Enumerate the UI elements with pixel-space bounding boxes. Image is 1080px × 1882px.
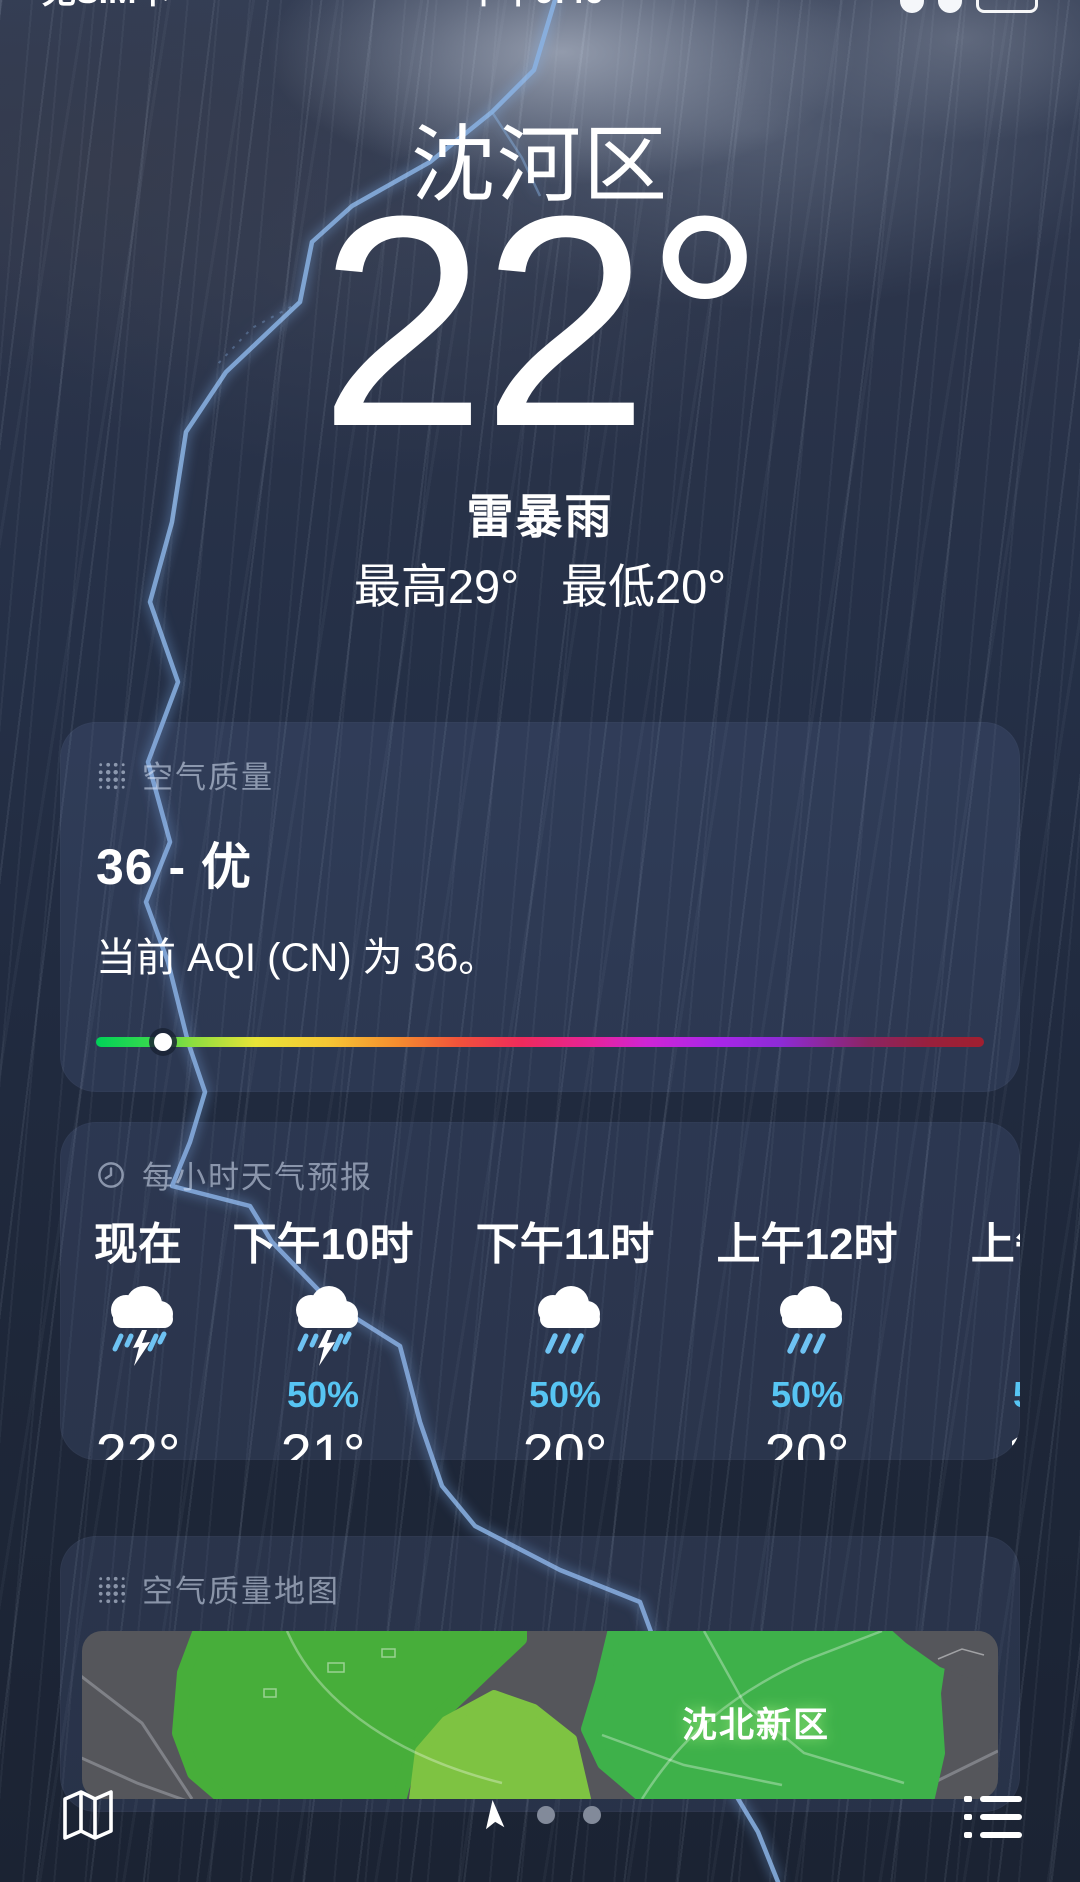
aqi-description: 当前 AQI (CN) 为 36。 bbox=[96, 936, 499, 980]
list-icon bbox=[964, 1796, 1022, 1838]
rain-icon bbox=[928, 1273, 1020, 1375]
hourly-item: 上午1时 50% 19° bbox=[928, 1217, 1020, 1460]
carrier-label: 无SIM卡 bbox=[42, 0, 170, 13]
thunderstorm-icon bbox=[74, 1273, 202, 1375]
dot-grid-icon bbox=[98, 762, 126, 789]
hourly-header: 每小时天气预报 bbox=[60, 1122, 1020, 1197]
aqi-gradient-bar bbox=[96, 1037, 984, 1047]
aqi-indicator-dot bbox=[153, 1033, 172, 1051]
hour-label: 上午1时 bbox=[970, 1220, 1020, 1269]
page-control[interactable] bbox=[0, 1800, 1080, 1830]
hourly-forecast-card[interactable]: 每小时天气预报 现在 22° bbox=[60, 1122, 1020, 1460]
air-quality-map-card[interactable]: 空气质量地图 bbox=[60, 1536, 1020, 1812]
aqi-scale bbox=[96, 1032, 984, 1052]
high-low-row: 最高29° 最低20° bbox=[0, 548, 1080, 617]
location-arrow-icon bbox=[485, 1800, 505, 1830]
precip-chance bbox=[74, 1375, 202, 1421]
wifi-icon bbox=[937, 0, 962, 13]
aqi-map[interactable]: 沈北新区 bbox=[82, 1631, 998, 1799]
hour-temp: 22° bbox=[95, 1422, 181, 1460]
hour-label: 下午11时 bbox=[475, 1220, 655, 1269]
thunderstorm-icon bbox=[202, 1273, 444, 1375]
hourly-item: 下午10时 50% 21° bbox=[202, 1217, 444, 1460]
hour-temp: 21° bbox=[280, 1422, 366, 1460]
precip-chance: 50% bbox=[286, 1374, 360, 1415]
battery-icon bbox=[975, 0, 1038, 13]
hour-label: 现在 bbox=[94, 1220, 182, 1269]
low-temp-label: 最低20° bbox=[561, 560, 727, 613]
aqi-map-header: 空气质量地图 bbox=[60, 1536, 1020, 1611]
hour-label: 下午10时 bbox=[232, 1220, 414, 1269]
precip-chance: 50% bbox=[928, 1375, 1020, 1421]
hour-label: 上午12时 bbox=[716, 1220, 898, 1269]
hourly-item: 上午12时 50% 20° bbox=[686, 1217, 928, 1460]
rain-icon bbox=[686, 1273, 928, 1375]
precip-chance: 50% bbox=[528, 1374, 602, 1415]
air-quality-title: 空气质量 bbox=[142, 760, 274, 795]
hourly-item: 现在 22° bbox=[74, 1217, 202, 1460]
map-button[interactable] bbox=[60, 1788, 116, 1845]
page-dot bbox=[537, 1806, 555, 1824]
air-quality-header: 空气质量 bbox=[60, 722, 1020, 797]
air-quality-card[interactable]: 空气质量 36 - 优 当前 AQI (CN) 为 36。 bbox=[60, 722, 1020, 1092]
clock-icon bbox=[98, 1161, 124, 1188]
hour-temp: 20° bbox=[522, 1422, 608, 1460]
hourly-scroller[interactable]: 现在 22° 下午10时 bbox=[60, 1217, 1020, 1460]
map-region-label: 沈北新区 bbox=[682, 1706, 830, 1745]
hourly-title: 每小时天气预报 bbox=[142, 1160, 373, 1195]
aqi-value: 36 - 优 bbox=[96, 839, 253, 895]
status-icons bbox=[899, 0, 1038, 13]
hourly-item: 下午11时 50% 20° bbox=[444, 1217, 686, 1460]
page-dot bbox=[583, 1806, 601, 1824]
list-button[interactable] bbox=[964, 1794, 1022, 1843]
bottom-toolbar bbox=[0, 1786, 1080, 1882]
aqi-map-title: 空气质量地图 bbox=[142, 1574, 340, 1609]
hour-temp: 20° bbox=[764, 1422, 850, 1460]
condition-label: 雷暴雨 bbox=[466, 490, 614, 543]
map-icon bbox=[63, 1790, 113, 1840]
signal-icon bbox=[899, 0, 924, 13]
location-title: 沈河区 bbox=[410, 118, 669, 212]
rain-icon bbox=[444, 1273, 686, 1375]
current-temperature: 22° bbox=[319, 153, 765, 489]
status-bar: 无SIM卡 下午9:46 bbox=[0, 0, 1080, 13]
status-time: 下午9:46 bbox=[467, 0, 603, 13]
precip-chance: 50% bbox=[770, 1374, 844, 1415]
dot-grid-icon bbox=[98, 1576, 126, 1603]
high-temp-label: 最高29° bbox=[353, 560, 519, 613]
